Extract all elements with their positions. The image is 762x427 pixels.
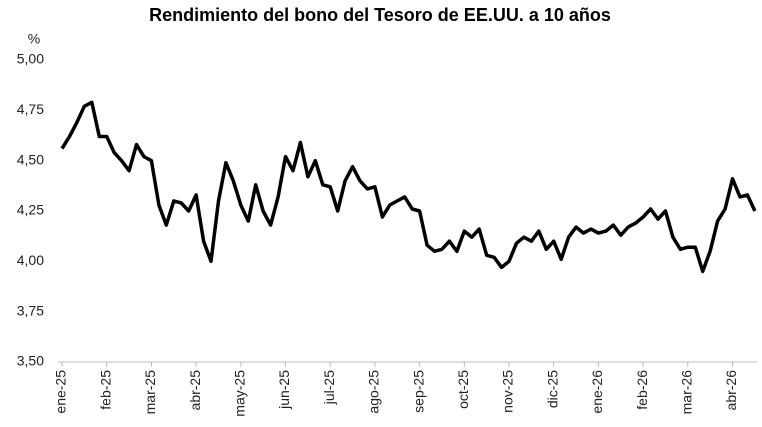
x-tick-label: dic-25 (544, 370, 560, 408)
y-tick-label: 4,00 (17, 252, 44, 268)
x-tick-label: mar-26 (679, 370, 695, 415)
x-tick-label: ene-25 (53, 370, 69, 414)
x-tick-label: may-25 (232, 370, 248, 417)
y-axis-label: % (28, 31, 40, 47)
x-tick-label: feb-25 (97, 370, 113, 410)
x-tick-label: abr-25 (187, 370, 203, 411)
line (60, 100, 757, 274)
chart-title: Rendimiento del bono del Tesoro de EE.UU… (149, 5, 611, 25)
x-tick-label: nov-25 (500, 370, 516, 413)
y-tick-label: 4,75 (17, 101, 44, 117)
y-tick-label: 5,00 (17, 51, 44, 67)
x-tick-label: mar-25 (142, 370, 158, 415)
x-tick-label: ene-26 (589, 370, 605, 414)
x-tick-label: abr-26 (723, 370, 739, 411)
y-tick-label: 4,25 (17, 202, 44, 218)
x-tick-label: jul-25 (321, 370, 337, 405)
x-tick-label: ago-25 (366, 370, 382, 414)
y-tick-label: 4,50 (17, 151, 44, 167)
x-tick-label: feb-26 (634, 370, 650, 410)
x-tick-label: jun-25 (276, 370, 292, 410)
y-tick-label: 3,75 (17, 302, 44, 318)
x-tick-label: oct-25 (455, 370, 471, 409)
x-tick-label: sep-25 (410, 370, 426, 413)
y-tick-label: 3,50 (17, 353, 44, 369)
